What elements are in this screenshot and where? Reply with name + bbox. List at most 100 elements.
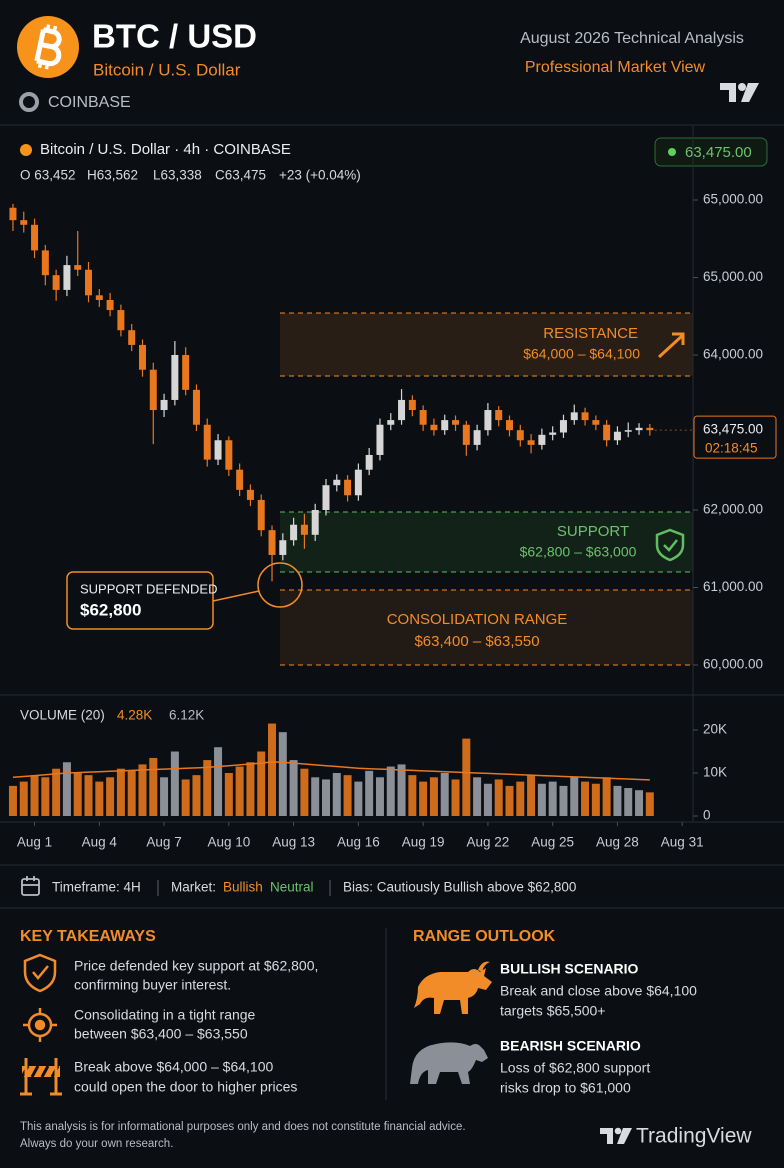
volume-bar xyxy=(462,738,471,816)
volume-bar xyxy=(429,777,438,816)
candle-body xyxy=(516,430,524,441)
readout-close: C63,475 xyxy=(215,168,266,183)
volume-bar xyxy=(365,770,374,816)
readout-high: H63,562 xyxy=(87,168,138,183)
volume-bar xyxy=(203,760,212,816)
chart-title: Bitcoin / U.S. Dollar · 4h · COINBASE xyxy=(40,141,291,158)
candle-body xyxy=(268,530,276,555)
zone-range: $64,000 – $64,100 xyxy=(523,346,640,362)
volume-bar xyxy=(332,773,341,816)
instrument-name: Bitcoin / U.S. Dollar xyxy=(93,60,241,79)
target-icon xyxy=(23,1008,57,1042)
candle-body xyxy=(559,420,567,433)
volume-bar xyxy=(419,781,428,816)
x-tick-label: Aug 31 xyxy=(661,835,704,850)
volume-bar xyxy=(397,764,406,816)
candle-body xyxy=(85,269,93,296)
barrier-icon xyxy=(20,1058,62,1096)
candle-body xyxy=(117,310,125,331)
candle-body xyxy=(192,389,200,425)
candle-body xyxy=(581,412,589,421)
volume-bar xyxy=(375,777,384,816)
candle-body xyxy=(344,479,352,496)
y-tick-label: 61,000.00 xyxy=(703,579,763,594)
exchange: COINBASE xyxy=(48,94,131,111)
last-price-box xyxy=(693,415,777,459)
zone-name: CONSOLIDATION RANGE xyxy=(387,611,568,628)
candle-body xyxy=(624,430,632,432)
candle-body xyxy=(430,424,438,431)
resistance-zone xyxy=(280,313,693,376)
volume-readout: 6.12K xyxy=(169,708,204,723)
volume-bar xyxy=(289,760,298,816)
volume-bar xyxy=(548,781,557,816)
badge-price: 63,475.00 xyxy=(685,144,752,161)
takeaway-line: Break above $64,000 – $64,100 xyxy=(74,1059,273,1075)
candle-body xyxy=(549,432,557,435)
candle-body xyxy=(257,499,265,531)
x-tick-label: Aug 19 xyxy=(402,835,445,850)
zone-name: RESISTANCE xyxy=(543,325,638,342)
candle-body xyxy=(387,420,395,425)
candle-body xyxy=(333,479,341,486)
bias: Bias: Cautiously Bullish above $62,800 xyxy=(343,880,576,895)
volume-bar xyxy=(224,773,233,816)
candle-body xyxy=(236,469,244,490)
y-tick-label: 65,000.00 xyxy=(703,192,763,207)
volume-bar xyxy=(149,757,158,816)
legend-dot xyxy=(20,144,32,156)
exchange-icon xyxy=(19,92,39,112)
candle-body xyxy=(570,412,578,421)
candle-body xyxy=(63,265,71,290)
x-tick-label: Aug 28 xyxy=(596,835,639,850)
tv-logo xyxy=(720,83,759,102)
y-tick-label: 60,000.00 xyxy=(703,657,763,672)
volume-bar xyxy=(19,781,28,816)
volume-title: VOLUME (20) xyxy=(20,708,105,723)
candle-body xyxy=(138,344,146,370)
candle-body xyxy=(279,540,287,555)
annotation-box xyxy=(66,571,214,630)
x-tick-label: Aug 16 xyxy=(337,835,380,850)
volume-bar xyxy=(106,777,115,816)
support-zone xyxy=(280,512,693,572)
candle-body xyxy=(462,424,470,445)
candle-body xyxy=(505,420,513,431)
volume-bar xyxy=(386,766,395,816)
candle-body xyxy=(41,250,49,276)
candle-body xyxy=(171,355,179,400)
volume-bar xyxy=(354,781,363,816)
takeaway-line: Consolidating in a tight range xyxy=(74,1007,256,1023)
x-tick-label: Aug 25 xyxy=(531,835,574,850)
y-tick-label: 20K xyxy=(703,722,727,737)
candle-body xyxy=(592,420,600,425)
price-badge xyxy=(654,137,768,167)
candle-body xyxy=(441,420,449,431)
candle-body xyxy=(603,424,611,441)
volume-bar xyxy=(95,781,104,816)
candle-body xyxy=(452,420,460,425)
volume-bar xyxy=(257,751,266,816)
volume-bar xyxy=(483,783,492,816)
subtitle: August 2026 Technical Analysis xyxy=(520,30,744,47)
volume-bar xyxy=(559,785,568,816)
disclaimer: This analysis is for informational purpo… xyxy=(20,1121,466,1133)
candle-body xyxy=(473,430,481,445)
volume-bar xyxy=(505,785,514,816)
volume-bar xyxy=(8,785,17,816)
candle-body xyxy=(376,424,384,455)
volume-bar xyxy=(73,773,82,816)
volume-readout: 4.28K xyxy=(117,708,152,723)
volume-bar xyxy=(516,781,525,816)
scenario-line: risks drop to $61,000 xyxy=(500,1080,631,1096)
timeframe: Timeframe: 4H xyxy=(52,880,141,895)
volume-bar xyxy=(278,732,287,816)
zone-range: $63,400 – $63,550 xyxy=(414,633,539,650)
x-tick-label: Aug 10 xyxy=(207,835,250,850)
candle-body xyxy=(290,524,298,541)
annotation-title: SUPPORT DEFENDED xyxy=(80,581,218,596)
annotation-circle xyxy=(257,562,303,608)
volume-bar xyxy=(473,777,482,816)
candle-body xyxy=(9,207,17,221)
volume-bar xyxy=(602,777,611,816)
